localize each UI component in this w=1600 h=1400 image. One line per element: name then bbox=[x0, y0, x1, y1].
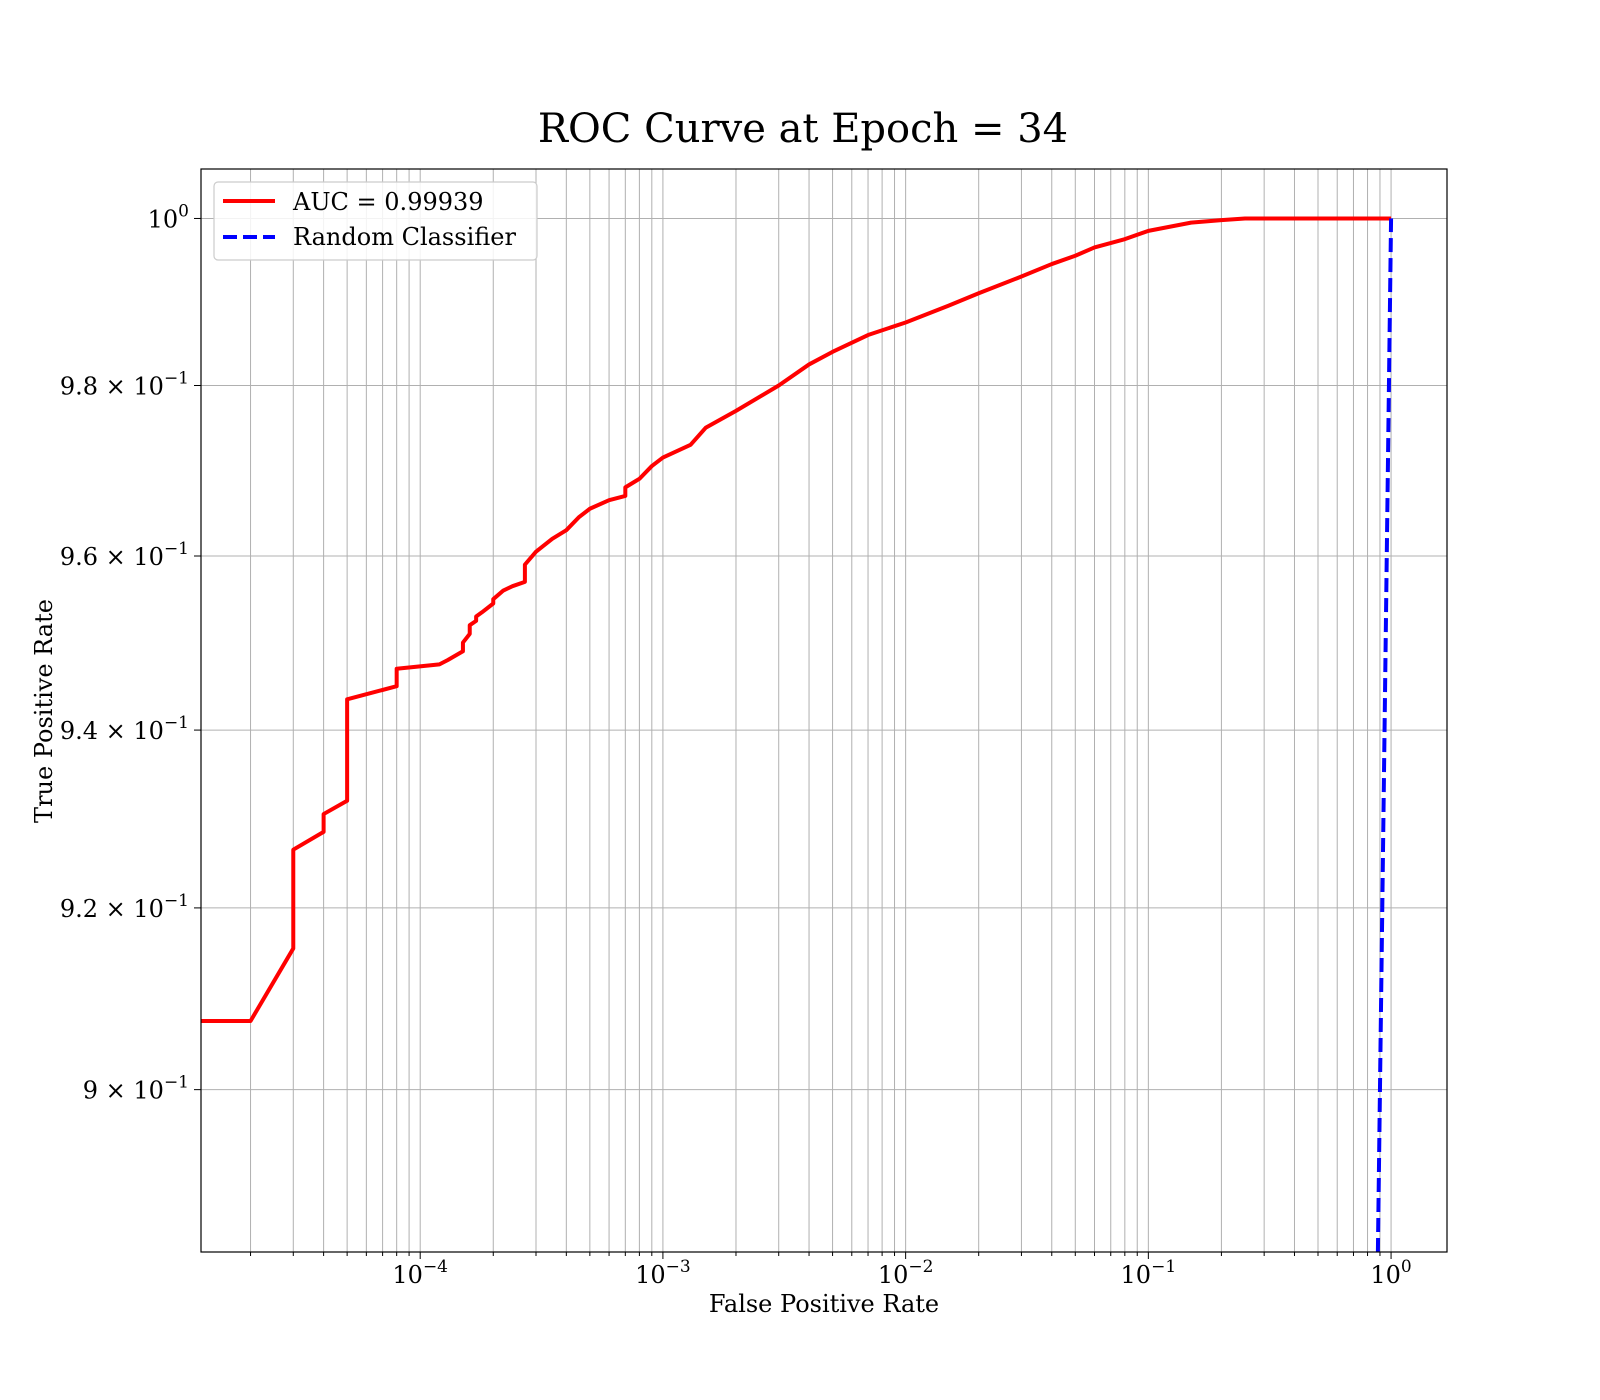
grid bbox=[201, 169, 1447, 1252]
plot-series bbox=[201, 216, 1394, 1253]
legend-box bbox=[213, 181, 538, 261]
x-tick-label: 10−3 bbox=[635, 1257, 691, 1289]
y-tick-label: 9 × 10−1 bbox=[83, 1073, 189, 1105]
legend: AUC = 0.99939 Random Classifier bbox=[213, 181, 538, 261]
y-axis-ticks: 100 9.8 × 10−1 9.6 × 10−1 9.4 × 10−1 9.2 × 1… bbox=[60, 201, 201, 1105]
y-tick-label: 9.2 × 10−1 bbox=[60, 891, 189, 923]
legend-label-random: Random Classifier bbox=[293, 223, 516, 251]
y-tick-label: 9.8 × 10−1 bbox=[60, 369, 189, 401]
legend-label-auc: AUC = 0.99939 bbox=[292, 188, 484, 216]
x-axis-ticks: 10−4 10−3 10−2 10−1 100 bbox=[250, 1252, 1412, 1289]
random-classifier-line bbox=[1375, 218, 1394, 1253]
x-tick-label: 10−4 bbox=[392, 1257, 448, 1289]
x-tick-label: 100 bbox=[1370, 1257, 1411, 1289]
y-tick-label: 9.4 × 10−1 bbox=[60, 713, 189, 745]
plot-frame bbox=[200, 168, 1448, 1253]
y-axis-label: True Positive Rate bbox=[30, 599, 58, 823]
y-tick-label: 100 bbox=[148, 201, 189, 233]
x-tick-label: 10−2 bbox=[878, 1257, 934, 1289]
x-tick-label: 10−1 bbox=[1121, 1257, 1177, 1289]
y-tick-label: 9.6 × 10−1 bbox=[60, 539, 189, 571]
x-axis-label: False Positive Rate bbox=[709, 1290, 939, 1318]
chart-title: ROC Curve at Epoch = 34 bbox=[538, 106, 1068, 152]
roc-curve-line bbox=[201, 216, 1392, 1024]
